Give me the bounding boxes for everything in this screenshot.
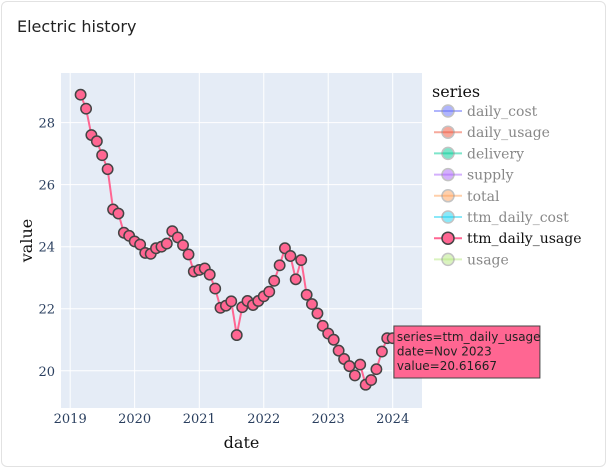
y-tick-label: 22 bbox=[38, 303, 55, 318]
data-point[interactable] bbox=[273, 259, 286, 272]
hover-tooltip bbox=[393, 325, 541, 379]
legend-label-ttm_daily_usage: ttm_daily_usage bbox=[467, 231, 582, 247]
data-point[interactable] bbox=[365, 374, 378, 387]
legend-marker-usage[interactable] bbox=[441, 252, 455, 267]
card-title: Electric history bbox=[17, 17, 137, 36]
x-tick-label: 2020 bbox=[118, 412, 151, 427]
data-point[interactable] bbox=[80, 102, 93, 115]
data-point[interactable] bbox=[263, 285, 276, 298]
x-tick-label: 2021 bbox=[183, 412, 216, 427]
data-point[interactable] bbox=[230, 329, 243, 342]
legend-label-total: total bbox=[467, 189, 500, 205]
data-point[interactable] bbox=[112, 207, 125, 220]
data-point[interactable] bbox=[284, 250, 297, 262]
legend-title: series bbox=[432, 82, 480, 101]
legend-marker-supply[interactable] bbox=[441, 167, 455, 182]
tooltip-line: value=20.61667 bbox=[397, 359, 497, 373]
data-point[interactable] bbox=[306, 298, 318, 311]
x-tick-label: 2019 bbox=[54, 412, 87, 427]
data-point[interactable] bbox=[300, 288, 313, 301]
legend-label-delivery: delivery bbox=[467, 146, 524, 162]
data-point[interactable] bbox=[74, 88, 87, 101]
legend-marker-total[interactable] bbox=[441, 189, 455, 203]
data-point[interactable] bbox=[160, 237, 173, 250]
legend-label-usage: usage bbox=[467, 252, 509, 268]
x-axis-title: date bbox=[224, 433, 260, 452]
data-point[interactable] bbox=[268, 274, 281, 287]
legend-marker-daily_cost[interactable] bbox=[441, 104, 455, 118]
data-point[interactable] bbox=[209, 282, 222, 295]
y-tick-label: 28 bbox=[38, 117, 55, 132]
data-point[interactable] bbox=[289, 273, 302, 286]
data-point[interactable] bbox=[348, 369, 361, 382]
data-point[interactable] bbox=[343, 360, 356, 373]
legend-marker-daily_usage[interactable] bbox=[441, 125, 455, 139]
y-tick-label: 24 bbox=[38, 241, 55, 256]
data-point[interactable] bbox=[370, 363, 383, 376]
data-point[interactable] bbox=[134, 238, 147, 251]
x-tick-label: 2023 bbox=[312, 412, 345, 427]
legend-label-daily_usage: daily_usage bbox=[467, 125, 550, 141]
y-tick-label: 20 bbox=[38, 365, 55, 380]
tooltip-line: date=Nov 2023 bbox=[397, 345, 492, 359]
data-point[interactable] bbox=[203, 268, 216, 281]
x-tick-label: 2022 bbox=[247, 412, 280, 427]
x-tick-label: 2024 bbox=[376, 412, 409, 427]
y-axis-title: value bbox=[17, 219, 36, 263]
data-point[interactable] bbox=[182, 248, 195, 261]
data-point[interactable] bbox=[177, 239, 189, 252]
legend-marker-ttm_daily_usage[interactable] bbox=[441, 231, 455, 245]
y-tick-label: 26 bbox=[38, 179, 55, 194]
legend-label-supply: supply bbox=[467, 168, 514, 184]
data-point[interactable] bbox=[225, 295, 238, 308]
legend-marker-delivery[interactable] bbox=[441, 146, 455, 161]
data-point[interactable] bbox=[375, 345, 388, 358]
legend-label-ttm_daily_cost: ttm_daily_cost bbox=[467, 210, 569, 226]
legend-label-daily_cost: daily_cost bbox=[467, 104, 538, 120]
data-point[interactable] bbox=[354, 358, 367, 371]
legend-marker-ttm_daily_cost[interactable] bbox=[441, 210, 455, 224]
data-point[interactable] bbox=[311, 307, 324, 320]
data-point[interactable] bbox=[327, 333, 340, 346]
data-point[interactable] bbox=[332, 344, 345, 357]
plot-background bbox=[61, 73, 422, 408]
data-point[interactable] bbox=[101, 163, 114, 176]
data-point[interactable] bbox=[90, 135, 103, 148]
data-point[interactable] bbox=[96, 149, 109, 162]
tooltip-line: series=ttm_daily_usage bbox=[397, 330, 541, 344]
data-point[interactable] bbox=[295, 254, 308, 266]
